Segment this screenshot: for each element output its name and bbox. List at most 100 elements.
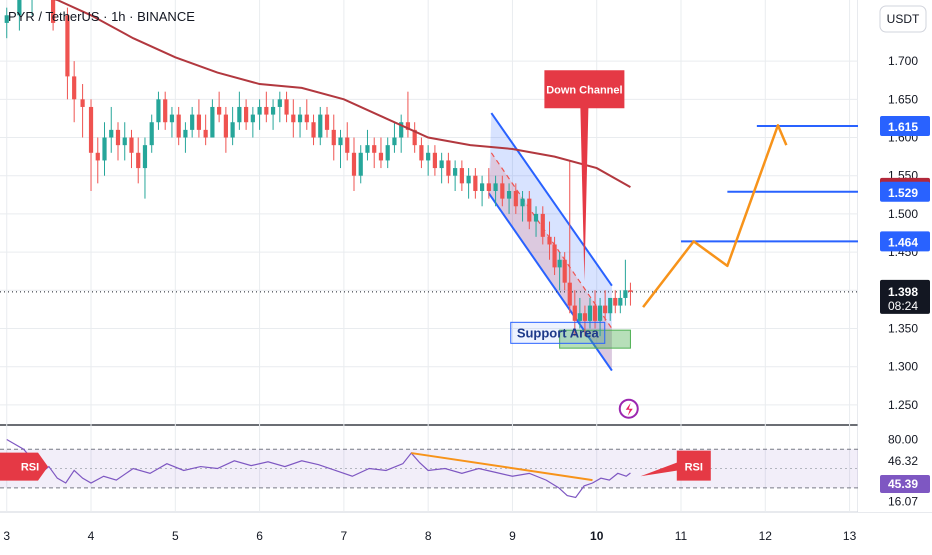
candle-body bbox=[217, 107, 221, 115]
candle-body bbox=[271, 107, 275, 115]
lightning-icon bbox=[620, 400, 638, 418]
price-tag-label: 1.529 bbox=[888, 186, 918, 200]
candle-body bbox=[493, 183, 497, 191]
candle-body bbox=[244, 107, 248, 122]
candle-body bbox=[170, 115, 174, 123]
candle-body bbox=[541, 214, 545, 237]
candle-body bbox=[72, 76, 76, 99]
time-tick-label: 4 bbox=[88, 529, 95, 543]
candle-body bbox=[305, 115, 309, 123]
candle-body bbox=[338, 138, 342, 146]
chart-title: PYR / TetherUS · 1h · BINANCE bbox=[8, 9, 195, 24]
candle-body bbox=[65, 15, 69, 76]
candle-body bbox=[563, 260, 567, 283]
candle-body bbox=[440, 160, 444, 168]
rsi-badge-left: RSI bbox=[0, 453, 48, 481]
price-tick-label: 1.650 bbox=[888, 92, 918, 106]
rsi-badge-left-text: RSI bbox=[21, 462, 39, 474]
candle-body bbox=[527, 199, 531, 222]
price-tick-label: 1.700 bbox=[888, 54, 918, 68]
time-tick-label: 9 bbox=[509, 529, 516, 543]
candle-body bbox=[507, 191, 511, 199]
candle-body bbox=[156, 99, 160, 122]
candle-body bbox=[325, 115, 329, 130]
candle-body bbox=[568, 283, 572, 306]
candle-body bbox=[623, 290, 627, 298]
candle-body bbox=[298, 115, 302, 123]
candle-body bbox=[224, 115, 228, 138]
candle-body bbox=[80, 99, 84, 107]
time-tick-label: 11 bbox=[675, 529, 688, 543]
price-tag-label: 1.464 bbox=[888, 235, 918, 249]
rsi-badge-right-text: RSI bbox=[685, 462, 703, 474]
candle-body bbox=[392, 138, 396, 146]
rsi-tick-label: 46.32 bbox=[888, 454, 918, 468]
candle-body bbox=[618, 298, 622, 306]
candle-body bbox=[291, 115, 295, 123]
time-tick-label: 5 bbox=[172, 529, 179, 543]
candle-body bbox=[177, 115, 181, 138]
price-tick-label: 1.300 bbox=[888, 360, 918, 374]
support-area-label-box: Support Area bbox=[511, 322, 605, 343]
rsi-current-label: 45.39 bbox=[888, 477, 918, 491]
candle-body bbox=[588, 306, 592, 321]
candle-body bbox=[359, 153, 363, 176]
price-tick-label: 1.500 bbox=[888, 207, 918, 221]
candle-body bbox=[593, 306, 597, 321]
candle-body bbox=[613, 298, 617, 306]
candle-body bbox=[598, 306, 602, 321]
candle-body bbox=[237, 107, 241, 122]
candle-body bbox=[552, 244, 556, 267]
time-tick-label: 7 bbox=[341, 529, 348, 543]
candle-body bbox=[534, 214, 538, 222]
candle-body bbox=[210, 107, 214, 138]
candle-body bbox=[183, 130, 187, 138]
candle-body bbox=[547, 237, 551, 245]
candle-body bbox=[96, 153, 100, 161]
support-area-label: Support Area bbox=[517, 325, 600, 340]
candle-body bbox=[419, 145, 423, 160]
time-tick-label: 8 bbox=[425, 529, 432, 543]
price-tick-label: 1.350 bbox=[888, 322, 918, 336]
candle-body bbox=[578, 313, 582, 321]
candle-body bbox=[257, 107, 261, 115]
candle-body bbox=[467, 176, 471, 184]
rsi-tick-label: 16.07 bbox=[888, 494, 918, 508]
candle-body bbox=[332, 130, 336, 145]
candle-body bbox=[136, 153, 140, 168]
candle-body bbox=[150, 122, 154, 145]
candle-body bbox=[278, 99, 282, 107]
candle-body bbox=[204, 130, 208, 138]
candle-body bbox=[372, 145, 376, 153]
candle-body bbox=[500, 183, 504, 198]
candle-body bbox=[573, 306, 577, 321]
candle-body bbox=[123, 138, 127, 146]
candle-body bbox=[231, 122, 235, 137]
candle-body bbox=[480, 183, 484, 191]
candle-body bbox=[473, 176, 477, 191]
candle-body bbox=[352, 153, 356, 176]
candle-body bbox=[109, 130, 113, 138]
time-tick-label: 6 bbox=[256, 529, 263, 543]
candle-body bbox=[318, 115, 322, 138]
candle-body bbox=[284, 99, 288, 114]
candle-body bbox=[311, 122, 315, 137]
time-tick-label: 12 bbox=[759, 529, 773, 543]
down-channel-label: Down Channel bbox=[546, 84, 622, 96]
candle-body bbox=[89, 107, 93, 153]
candle-body bbox=[603, 306, 607, 314]
candle-body bbox=[251, 115, 255, 123]
candle-body bbox=[379, 153, 383, 161]
candle-body bbox=[345, 138, 349, 153]
price-tick-label: 1.250 bbox=[888, 398, 918, 412]
candle-body bbox=[197, 115, 201, 130]
candle-body bbox=[460, 168, 464, 183]
countdown-label: 08:24 bbox=[888, 299, 918, 313]
candle-body bbox=[129, 138, 133, 153]
currency-label: USDT bbox=[887, 12, 920, 26]
candle-body bbox=[583, 313, 587, 321]
candle-body bbox=[163, 99, 167, 122]
candle-body bbox=[514, 191, 518, 206]
candle-body bbox=[446, 160, 450, 175]
